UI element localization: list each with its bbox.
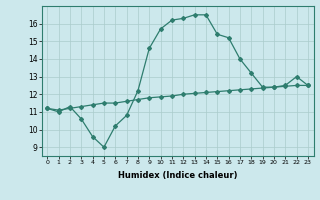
X-axis label: Humidex (Indice chaleur): Humidex (Indice chaleur) (118, 171, 237, 180)
